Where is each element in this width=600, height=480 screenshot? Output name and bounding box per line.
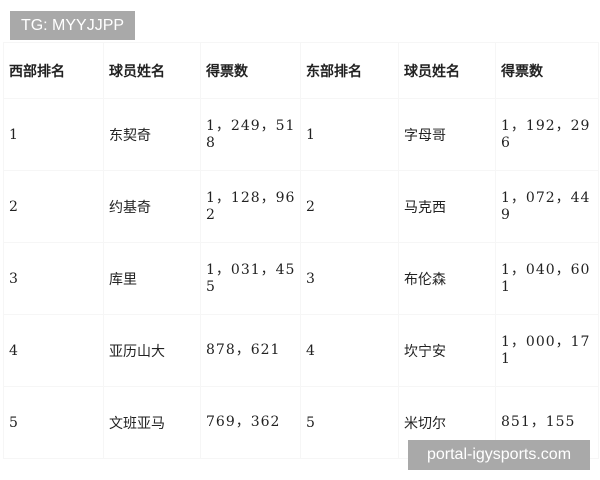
cell-west-votes: 769，362	[200, 386, 301, 459]
cell-west-rank: 5	[3, 386, 104, 459]
cell-east-rank: 2	[300, 170, 399, 243]
table-header-row: 西部排名 球员姓名 得票数 东部排名 球员姓名 得票数	[3, 42, 599, 99]
cell-west-rank: 4	[3, 314, 104, 387]
watermark-top: TG: MYYJJPP	[10, 11, 135, 40]
cell-west-player: 东契奇	[103, 98, 201, 171]
cell-east-rank: 4	[300, 314, 399, 387]
header-west-votes: 得票数	[200, 42, 301, 99]
cell-west-votes: 1，031，455	[200, 242, 301, 315]
cell-west-player: 库里	[103, 242, 201, 315]
cell-west-player: 约基奇	[103, 170, 201, 243]
header-east-player: 球员姓名	[398, 42, 496, 99]
cell-west-votes: 878，621	[200, 314, 301, 387]
header-east-votes: 得票数	[495, 42, 599, 99]
all-star-votes-table: 西部排名 球员姓名 得票数 东部排名 球员姓名 得票数 1 东契奇 1，249，51…	[3, 42, 599, 459]
header-west-rank: 西部排名	[3, 42, 104, 99]
cell-west-player: 亚历山大	[103, 314, 201, 387]
cell-west-rank: 2	[3, 170, 104, 243]
cell-east-rank: 3	[300, 242, 399, 315]
cell-east-rank: 1	[300, 98, 399, 171]
cell-east-player: 马克西	[398, 170, 496, 243]
cell-west-player: 文班亚马	[103, 386, 201, 459]
cell-west-votes: 1，128，962	[200, 170, 301, 243]
table-row: 1 东契奇 1，249，518 1 字母哥 1，192，296	[3, 98, 599, 171]
cell-east-votes: 1，072，449	[495, 170, 599, 243]
cell-east-votes: 1，040，601	[495, 242, 599, 315]
cell-west-votes: 1，249，518	[200, 98, 301, 171]
cell-east-votes: 1，000，171	[495, 314, 599, 387]
header-east-rank: 东部排名	[300, 42, 399, 99]
table-row: 4 亚历山大 878，621 4 坎宁安 1，000，171	[3, 314, 599, 387]
table-row: 2 约基奇 1，128，962 2 马克西 1，072，449	[3, 170, 599, 243]
cell-east-votes: 1，192，296	[495, 98, 599, 171]
cell-east-player: 字母哥	[398, 98, 496, 171]
cell-west-rank: 1	[3, 98, 104, 171]
cell-east-rank: 5	[300, 386, 399, 459]
header-west-player: 球员姓名	[103, 42, 201, 99]
watermark-bottom: portal-igysports.com	[408, 440, 590, 470]
cell-east-player: 坎宁安	[398, 314, 496, 387]
table-row: 3 库里 1，031，455 3 布伦森 1，040，601	[3, 242, 599, 315]
cell-east-player: 布伦森	[398, 242, 496, 315]
cell-west-rank: 3	[3, 242, 104, 315]
